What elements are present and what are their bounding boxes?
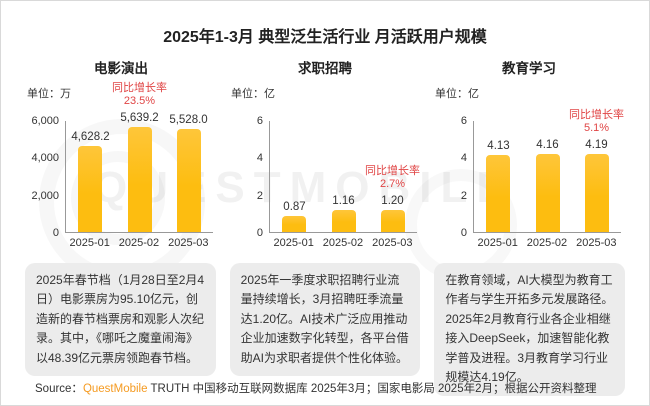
chart-panel-education-learning: 教育学习 单位：亿 0 2 4 6 4.13 4.16 4.19 同比增长率 5.1% 202… <box>433 57 625 249</box>
unit-label: 单位：万 <box>27 88 71 100</box>
source-line: Source：QuestMobile TRUTH 中国移动互联网数据库 2025… <box>35 380 597 396</box>
charts-row: 电影演出 单位：万 0 2,000 4,000 6,000 4,628.2 5,639.… <box>1 57 649 249</box>
x-axis-labels: 2025-01 2025-02 2025-03 <box>269 237 417 249</box>
x-axis-labels: 2025-01 2025-02 2025-03 <box>65 237 213 249</box>
bar-chart: 0 2 4 6 4.13 4.16 4.19 同比增长率 5.1% <box>433 109 625 240</box>
x-tick-label: 2025-02 <box>322 237 364 249</box>
yoy-growth-label: 同比增长率 23.5% <box>112 81 167 108</box>
bar-chart: 0 2 4 6 0.87 1.16 1.20 同比增长率 2.7% <box>229 115 421 239</box>
bar-2025-01 <box>282 216 307 232</box>
x-tick-label: 2025-02 <box>118 237 160 249</box>
unit-label: 单位：亿 <box>231 88 275 100</box>
chart-title: 电影演出 <box>94 61 148 76</box>
bar-2025-03 <box>584 154 609 232</box>
y-tick-label: 0 <box>460 227 467 239</box>
y-tick-label: 4,000 <box>31 152 59 165</box>
y-axis: 0 2 4 6 <box>229 115 269 239</box>
bar-2025-03 <box>380 210 405 232</box>
bar-chart: 0 2,000 4,000 6,000 4,628.2 5,639.2 同比增长率 23.5… <box>25 82 217 239</box>
insight-note-education: 在教育领域，AI大模型为教育工作者与学生开拓多元发展路径。2025年2月教育行业… <box>434 263 626 396</box>
y-tick-label: 6 <box>256 115 263 127</box>
chart-panel-movie-performance: 电影演出 单位：万 0 2,000 4,000 6,000 4,628.2 5,639.… <box>25 57 217 249</box>
y-tick-label: 6 <box>460 115 467 127</box>
plot-area: 0.87 1.16 1.20 同比增长率 2.7% <box>269 121 420 233</box>
x-tick-label: 2025-01 <box>273 237 314 249</box>
x-tick-label: 2025-01 <box>477 237 518 249</box>
bar-value-label: 4.16 <box>536 139 559 151</box>
chart-panel-job-recruiting: 求职招聘 单位：亿 0 2 4 6 0.87 1.16 1.20 同比增长率 2.7% 202… <box>229 57 421 249</box>
bar-value-label: 4,628.2 <box>71 131 110 143</box>
bar-2025-01 <box>486 155 511 232</box>
chart-title: 求职招聘 <box>298 61 352 76</box>
bar-value-label: 5,528.0 <box>169 114 208 126</box>
y-tick-label: 4 <box>256 152 263 165</box>
bar-2025-03 <box>176 129 201 232</box>
bar-value-label: 5,639.2 <box>120 112 159 124</box>
y-tick-label: 0 <box>52 227 59 239</box>
y-tick-label: 6,000 <box>31 115 59 127</box>
source-text: TRUTH 中国移动互联网数据库 2025年3月；国家电影局 2025年2月；根… <box>147 383 597 395</box>
page-title: 2025年1-3月 典型泛生活行业 月活跃用户规模 <box>163 29 487 46</box>
bar-2025-02 <box>331 210 356 232</box>
questmobile-brand: QuestMobile <box>82 383 148 395</box>
x-tick-label: 2025-03 <box>168 237 209 249</box>
y-axis: 0 2,000 4,000 6,000 <box>25 115 65 239</box>
y-tick-label: 2 <box>460 189 467 202</box>
y-tick-label: 0 <box>256 227 263 239</box>
bar-value-label: 4.13 <box>487 140 510 152</box>
y-tick-label: 2 <box>256 189 263 202</box>
bar-2025-02 <box>127 127 152 232</box>
bar-value-label: 1.20 <box>381 195 404 207</box>
source-label: Source： <box>35 383 83 395</box>
insight-note-recruiting: 2025年一季度求职招聘行业流量持续增长，3月招聘旺季流量达1.20亿。AI技术… <box>229 263 421 377</box>
x-tick-label: 2025-01 <box>69 237 110 249</box>
plot-area: 4,628.2 5,639.2 同比增长率 23.5% 5,528.0 <box>65 82 213 233</box>
y-tick-label: 2,000 <box>31 189 59 202</box>
y-axis: 0 2 4 6 <box>433 115 473 239</box>
x-tick-label: 2025-02 <box>526 237 568 249</box>
insight-note-movie: 2025年春节档（1月28日至2月4日）电影票房为95.10亿元，创造新的春节档… <box>25 263 216 377</box>
y-tick-label: 4 <box>460 152 467 165</box>
bar-2025-02 <box>535 154 560 232</box>
bar-value-label: 4.19 <box>585 139 608 151</box>
bar-value-label: 1.16 <box>332 195 355 207</box>
plot-area: 4.13 4.16 4.19 同比增长率 5.1% <box>473 109 624 233</box>
unit-label: 单位：亿 <box>435 88 479 100</box>
x-tick-label: 2025-03 <box>372 237 413 249</box>
x-tick-label: 2025-03 <box>576 237 617 249</box>
bar-value-label: 0.87 <box>283 201 306 213</box>
x-axis-labels: 2025-01 2025-02 2025-03 <box>473 237 621 249</box>
insight-notes-row: 2025年春节档（1月28日至2月4日）电影票房为95.10亿元，创造新的春节档… <box>1 263 649 396</box>
chart-title: 教育学习 <box>502 61 556 76</box>
yoy-growth-label: 同比增长率 2.7% <box>365 164 420 191</box>
yoy-growth-label: 同比增长率 5.1% <box>569 108 624 135</box>
bar-2025-01 <box>78 146 103 232</box>
